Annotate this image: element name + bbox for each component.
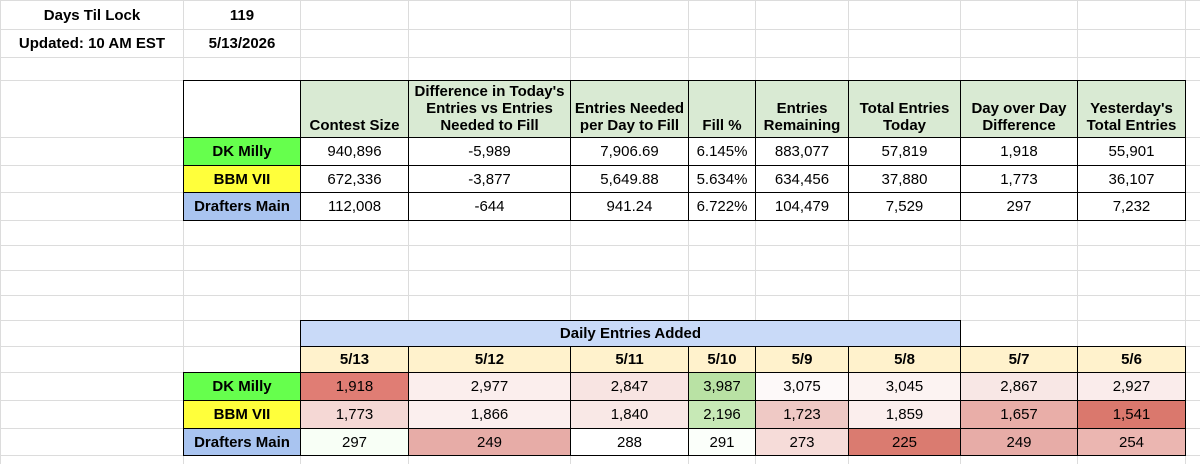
grid-line bbox=[0, 29, 1200, 30]
data-cell: 37,880 bbox=[848, 165, 961, 193]
grid-line bbox=[0, 57, 1200, 58]
row-header: BBM VII bbox=[183, 400, 301, 429]
grid-line bbox=[0, 0, 1, 464]
data-cell: 1,859 bbox=[848, 400, 961, 429]
info-label: Updated: 10 AM EST bbox=[18, 35, 166, 52]
data-cell: 297 bbox=[960, 192, 1078, 221]
data-cell: 7,529 bbox=[848, 192, 961, 221]
grid-line bbox=[0, 295, 1200, 296]
data-cell: -5,989 bbox=[408, 137, 571, 166]
data-cell: 2,927 bbox=[1077, 372, 1186, 401]
data-cell: 36,107 bbox=[1077, 165, 1186, 193]
data-cell: 112,008 bbox=[300, 192, 409, 221]
grid-line bbox=[0, 0, 1200, 1]
data-cell: 1,773 bbox=[300, 400, 409, 429]
grid-line bbox=[755, 0, 756, 464]
grid-line bbox=[1077, 0, 1078, 464]
data-cell: 1,541 bbox=[1077, 400, 1186, 429]
data-cell: 672,336 bbox=[300, 165, 409, 193]
data-cell: 297 bbox=[300, 428, 409, 456]
grid-line bbox=[183, 0, 184, 464]
data-cell: 940,896 bbox=[300, 137, 409, 166]
grid-line bbox=[408, 0, 409, 464]
column-header: Contest Size bbox=[300, 80, 409, 138]
data-cell: 249 bbox=[960, 428, 1078, 456]
data-cell: 7,232 bbox=[1077, 192, 1186, 221]
data-cell: 1,840 bbox=[570, 400, 689, 429]
data-cell: 1,657 bbox=[960, 400, 1078, 429]
grid-line bbox=[570, 0, 571, 464]
data-cell: 273 bbox=[755, 428, 849, 456]
data-cell: 288 bbox=[570, 428, 689, 456]
grid-line bbox=[688, 0, 689, 464]
grid-line bbox=[848, 0, 849, 464]
row-header: DK Milly bbox=[183, 372, 301, 401]
date-header: 5/13 bbox=[300, 346, 409, 373]
data-cell: 3,045 bbox=[848, 372, 961, 401]
data-cell: 3,075 bbox=[755, 372, 849, 401]
info-value: 5/13/2026 bbox=[208, 35, 276, 52]
data-cell: 254 bbox=[1077, 428, 1186, 456]
column-header: Yesterday's Total Entries bbox=[1077, 80, 1186, 138]
data-cell: 634,456 bbox=[755, 165, 849, 193]
date-header: 5/11 bbox=[570, 346, 689, 373]
grid-line bbox=[0, 245, 1200, 246]
info-label: Days Til Lock bbox=[43, 6, 141, 24]
section-title: Daily Entries Added bbox=[300, 320, 961, 347]
column-header: Total Entries Today bbox=[848, 80, 961, 138]
data-cell: 1,918 bbox=[960, 137, 1078, 166]
data-cell: 883,077 bbox=[755, 137, 849, 166]
data-cell: 2,847 bbox=[570, 372, 689, 401]
date-header: 5/10 bbox=[688, 346, 756, 373]
grid-line bbox=[1185, 0, 1186, 464]
date-header: 5/12 bbox=[408, 346, 571, 373]
data-cell: 249 bbox=[408, 428, 571, 456]
data-cell: 104,479 bbox=[755, 192, 849, 221]
row-header: Drafters Main bbox=[183, 428, 301, 456]
column-header: Entries Remaining bbox=[755, 80, 849, 138]
row-header: DK Milly bbox=[183, 137, 301, 166]
grid-line bbox=[300, 0, 301, 464]
grid-line bbox=[960, 0, 961, 464]
corner-cell bbox=[183, 80, 301, 138]
grid-line bbox=[0, 270, 1200, 271]
date-header: 5/7 bbox=[960, 346, 1078, 373]
data-cell: 6.145% bbox=[688, 137, 756, 166]
data-cell: 7,906.69 bbox=[570, 137, 689, 166]
date-header: 5/9 bbox=[755, 346, 849, 373]
data-cell: -3,877 bbox=[408, 165, 571, 193]
data-cell: 1,723 bbox=[755, 400, 849, 429]
data-cell: -644 bbox=[408, 192, 571, 221]
data-cell: 1,918 bbox=[300, 372, 409, 401]
data-cell: 5.634% bbox=[688, 165, 756, 193]
row-header: Drafters Main bbox=[183, 192, 301, 221]
data-cell: 2,867 bbox=[960, 372, 1078, 401]
info-value: 119 bbox=[229, 6, 255, 24]
data-cell: 5,649.88 bbox=[570, 165, 689, 193]
column-header: Day over Day Difference bbox=[960, 80, 1078, 138]
data-cell: 6.722% bbox=[688, 192, 756, 221]
date-header: 5/6 bbox=[1077, 346, 1186, 373]
column-header: Difference in Today's Entries vs Entries… bbox=[408, 80, 571, 138]
row-header: BBM VII bbox=[183, 165, 301, 193]
data-cell: 3,987 bbox=[688, 372, 756, 401]
data-cell: 2,977 bbox=[408, 372, 571, 401]
data-cell: 55,901 bbox=[1077, 137, 1186, 166]
column-header: Fill % bbox=[688, 80, 756, 138]
data-cell: 57,819 bbox=[848, 137, 961, 166]
data-cell: 941.24 bbox=[570, 192, 689, 221]
data-cell: 1,866 bbox=[408, 400, 571, 429]
data-cell: 1,773 bbox=[960, 165, 1078, 193]
data-cell: 225 bbox=[848, 428, 961, 456]
date-header: 5/8 bbox=[848, 346, 961, 373]
data-cell: 291 bbox=[688, 428, 756, 456]
column-header: Entries Needed per Day to Fill bbox=[570, 80, 689, 138]
data-cell: 2,196 bbox=[688, 400, 756, 429]
